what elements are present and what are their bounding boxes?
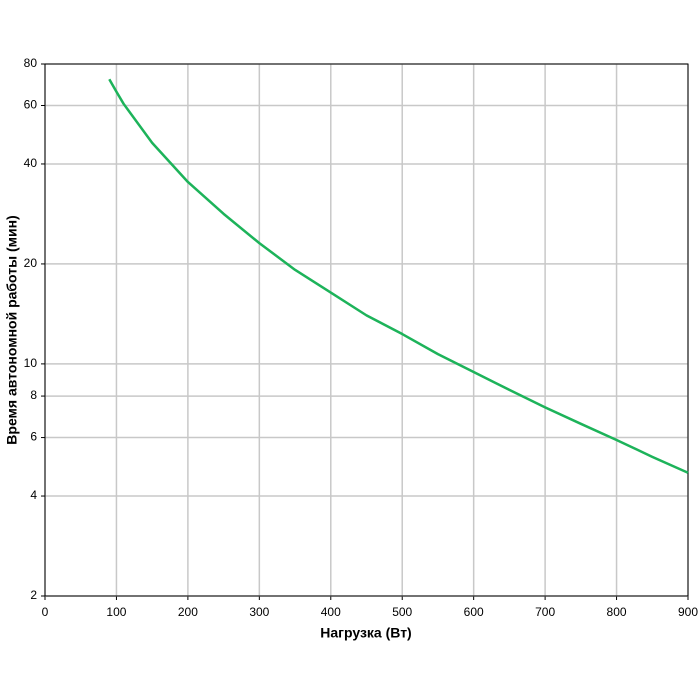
x-tick-label: 800 [607, 605, 627, 619]
y-tick-label: 10 [24, 356, 38, 370]
x-tick-label: 600 [464, 605, 484, 619]
y-tick-label: 20 [24, 256, 38, 270]
data-line [108, 78, 689, 474]
y-tick-label: 40 [24, 156, 38, 170]
x-tick-label: 500 [392, 605, 412, 619]
x-tick-label: 400 [321, 605, 341, 619]
x-tick-label: 700 [535, 605, 555, 619]
x-axis-title: Нагрузка (Вт) [320, 625, 411, 641]
y-tick-label: 80 [24, 56, 38, 70]
y-tick-label: 6 [30, 430, 37, 444]
y-tick-label: 60 [24, 98, 38, 112]
x-tick-label: 100 [106, 605, 126, 619]
y-tick-label: 4 [30, 488, 37, 502]
x-tick-label: 200 [178, 605, 198, 619]
x-tick-label: 300 [249, 605, 269, 619]
y-axis-title: Время автономной работы (мин) [4, 215, 20, 444]
y-tick-label: 8 [30, 388, 37, 402]
plot-frame [44, 63, 689, 597]
x-tick-label: 900 [678, 605, 698, 619]
y-tick-label: 2 [30, 588, 37, 602]
x-tick-label: 0 [42, 605, 49, 619]
